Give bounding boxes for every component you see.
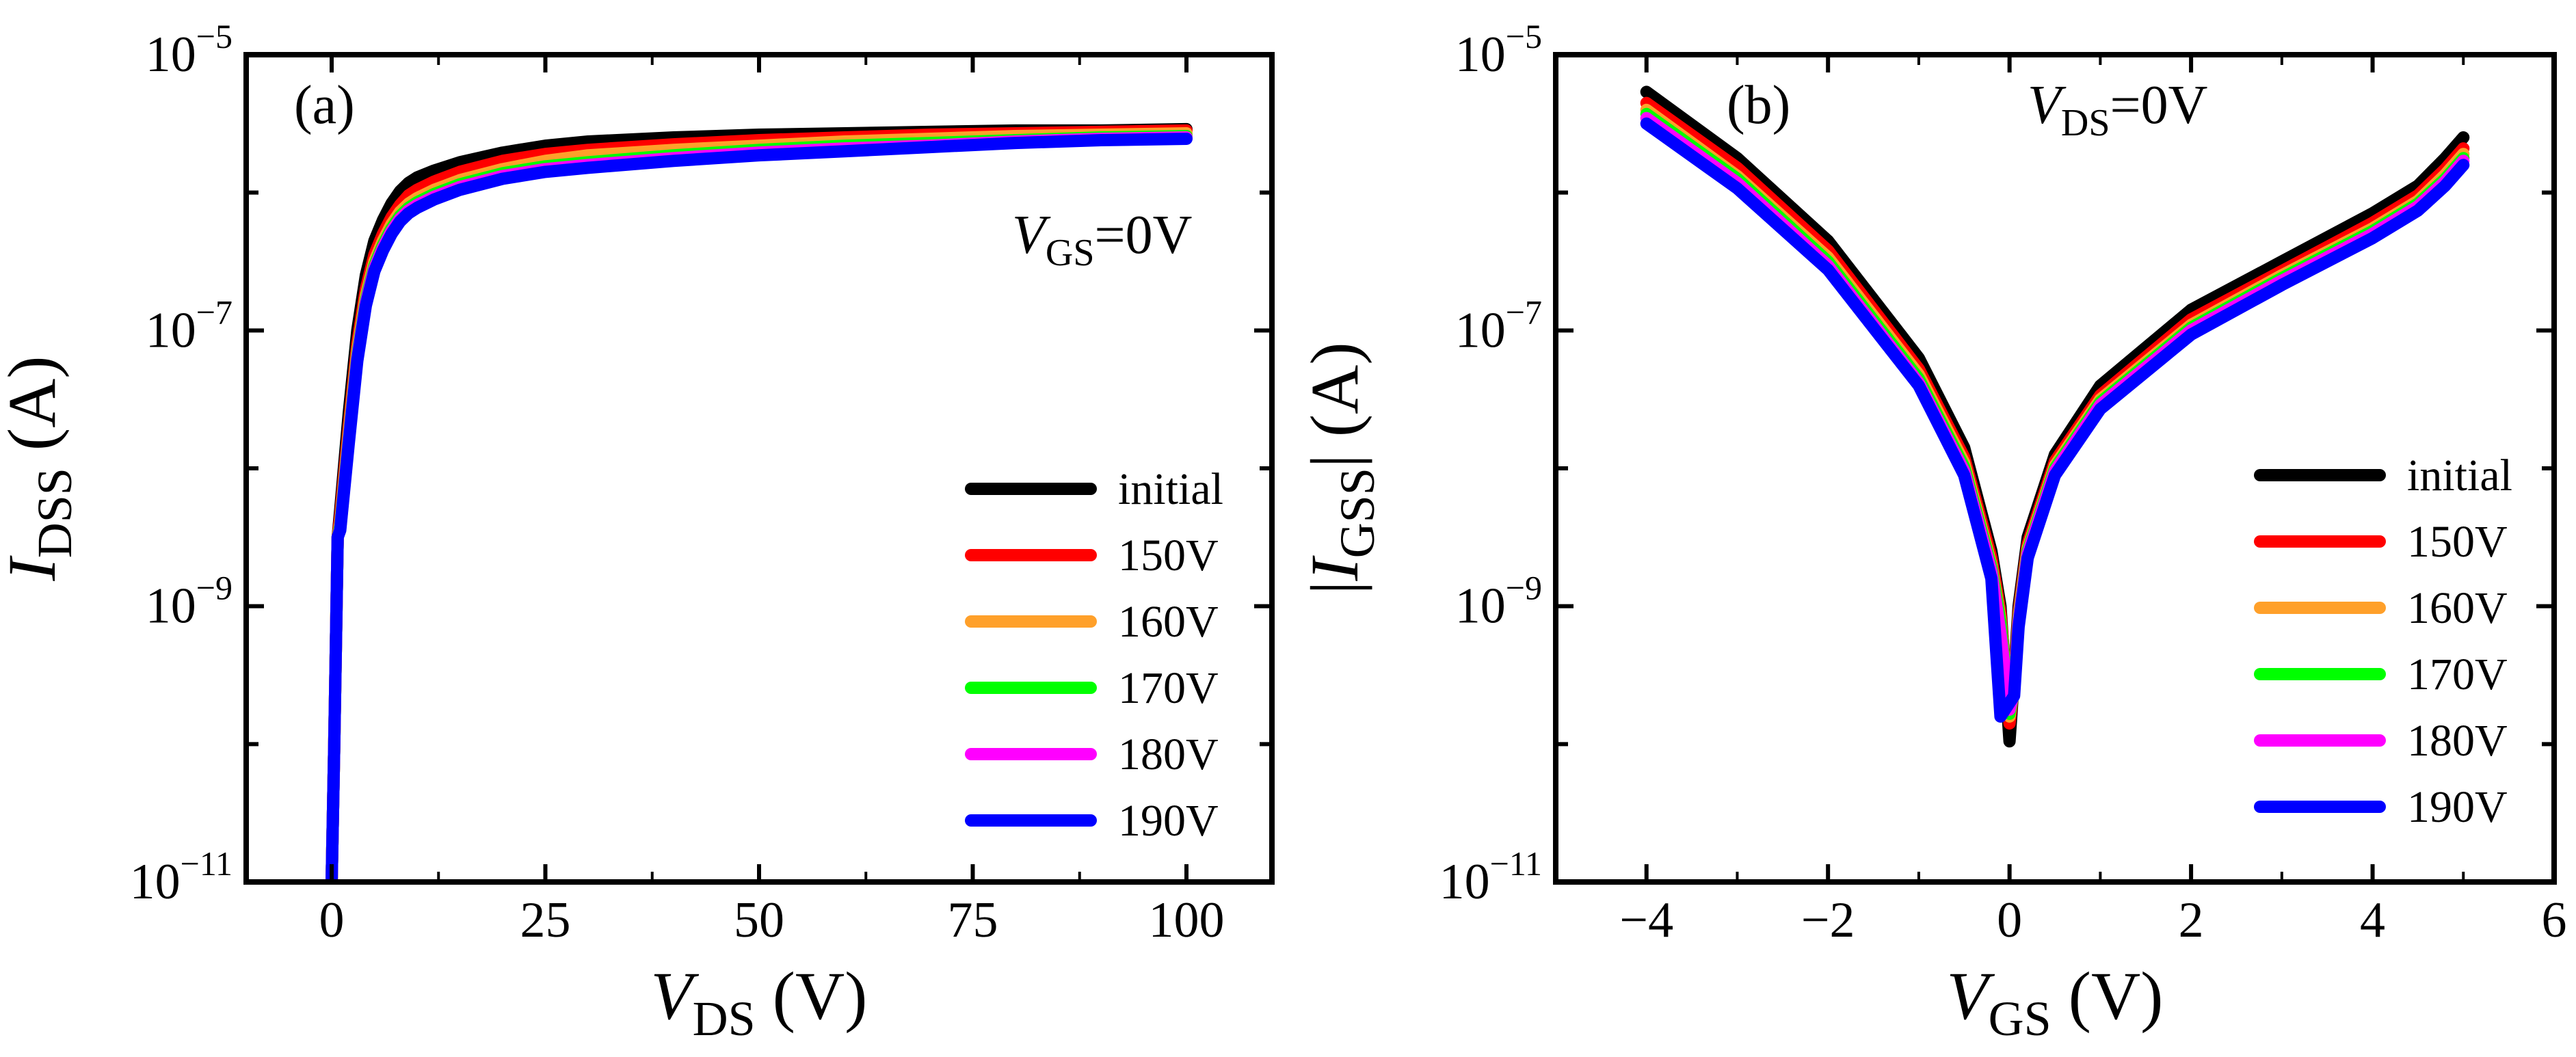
legend: initial 150V 160V 170V 180V 190V: [2254, 451, 2512, 832]
legend-label: 160V: [1118, 597, 1219, 647]
x-tick-label: 0: [1997, 892, 2022, 948]
x-tick-label: 50: [734, 892, 784, 948]
x-tick-label: −4: [1619, 892, 1673, 948]
panel-label: (a): [294, 75, 355, 135]
x-axis-title: VGS (V): [1947, 958, 2164, 1046]
x-tick-label: 100: [1149, 892, 1225, 948]
y-tick-label: 10−11: [1439, 844, 1542, 910]
legend-label: 170V: [1118, 663, 1219, 713]
y-tick-label: 10−7: [146, 293, 233, 358]
y-tick-label: 10−5: [1455, 17, 1542, 83]
panel-b: −4 −2 0 2 4 6 10−11 10−9 10−7 10−5 VGS (V) |IGSS| (…: [1297, 17, 2567, 1046]
y-axis-title: |IGSS| (A): [1297, 342, 1385, 594]
series-group: [1640, 85, 2470, 748]
y-tick-label: 10−9: [1455, 569, 1542, 634]
legend-label: 170V: [2407, 650, 2508, 699]
legend-label: 180V: [2407, 716, 2508, 766]
legend-label: 150V: [1118, 531, 1219, 580]
series-line-180v: [1640, 111, 2470, 716]
legend-label: 190V: [1118, 796, 1219, 846]
legend-label: 160V: [2407, 583, 2508, 633]
series-line-190v: [326, 133, 1193, 882]
condition-annotation: VDS=0V: [2028, 75, 2207, 144]
legend-label: initial: [2407, 451, 2512, 500]
legend-label: 190V: [2407, 782, 2508, 832]
series-group: [326, 122, 1193, 882]
x-tick-label: 75: [948, 892, 998, 948]
x-axis-title: VDS (V): [651, 958, 868, 1046]
legend-label: 180V: [1118, 730, 1219, 779]
panel-label: (b): [1727, 75, 1790, 135]
x-tick-label: 25: [520, 892, 571, 948]
legend-label: 150V: [2407, 517, 2508, 567]
y-tick-label: 10−11: [130, 844, 233, 910]
y-axis-title: IDSS (A): [0, 356, 82, 581]
legend-label: initial: [1118, 464, 1223, 514]
x-tick-label: −2: [1801, 892, 1855, 948]
x-tick-label: 0: [319, 892, 345, 948]
y-tick-label: 10−9: [146, 569, 233, 634]
y-tick-label: 10−7: [1455, 293, 1542, 358]
series-line-150v: [1640, 96, 2470, 730]
series-line-190v: [1640, 117, 2470, 723]
x-tick-label: 2: [2179, 892, 2204, 948]
x-tick-label: 4: [2360, 892, 2385, 948]
condition-annotation: VGS=0V: [1012, 205, 1192, 274]
y-tick-label: 10−5: [146, 17, 233, 83]
x-tick-label: 6: [2542, 892, 2567, 948]
panel-a: 0 25 50 75 100 10−11 10−9 10−7 10−5 VDS (V) IDSS (…: [0, 17, 1275, 1046]
legend: initial 150V 160V 170V 180V 190V: [965, 464, 1223, 846]
